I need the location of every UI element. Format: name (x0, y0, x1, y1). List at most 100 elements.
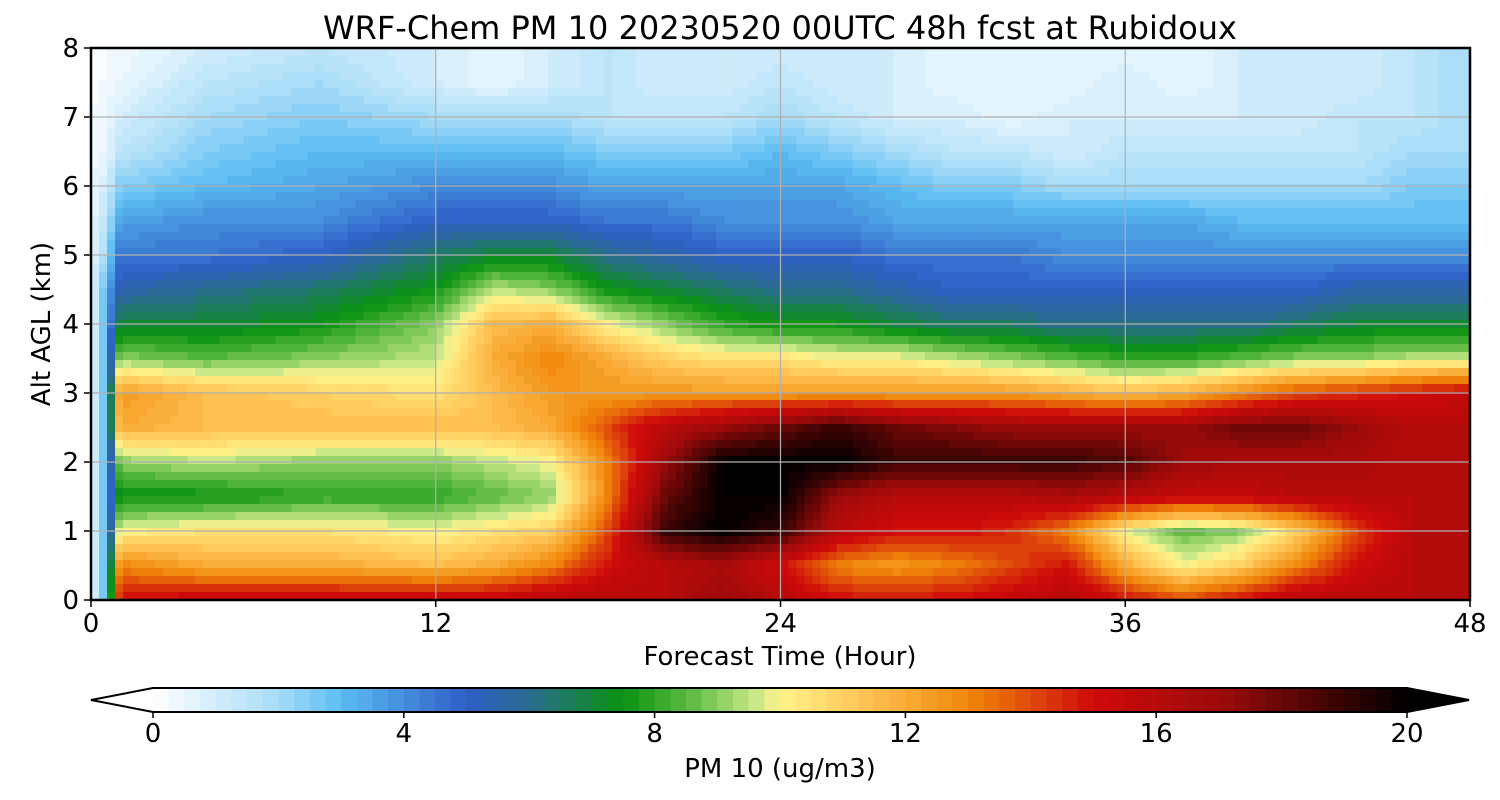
heatmap-cell (876, 48, 886, 57)
heatmap-cell (780, 88, 790, 97)
heatmap-cell (371, 152, 381, 161)
heatmap-cell (1421, 168, 1431, 177)
heatmap-cell (451, 208, 461, 217)
heatmap-cell (596, 200, 605, 209)
heatmap-cell (1004, 104, 1014, 113)
heatmap-cell (507, 168, 517, 177)
heatmap-cell (411, 232, 421, 241)
heatmap-cell (1221, 208, 1231, 217)
heatmap-cell (179, 224, 188, 233)
heatmap-cell (547, 136, 557, 145)
heatmap-cell (99, 192, 108, 201)
heatmap-cell (179, 144, 188, 153)
heatmap-cell (596, 224, 605, 233)
heatmap-cell (804, 144, 814, 153)
heatmap-cell (804, 224, 814, 233)
heatmap-cell (900, 208, 910, 217)
heatmap-cell (1381, 216, 1391, 225)
heatmap-cell (347, 64, 357, 73)
heatmap-cell (788, 144, 798, 153)
heatmap-cell (251, 88, 260, 97)
heatmap-cell (908, 216, 918, 225)
heatmap-cell (740, 128, 750, 137)
heatmap-cell (660, 208, 669, 217)
heatmap-cell (1004, 48, 1014, 57)
heatmap-cell (467, 48, 477, 57)
heatmap-cell (1157, 240, 1166, 249)
heatmap-cell (844, 136, 854, 145)
heatmap-cell (275, 152, 285, 161)
heatmap-cell (796, 216, 806, 225)
heatmap-cell (155, 72, 164, 81)
heatmap-cell (612, 256, 621, 265)
heatmap-cell (1004, 80, 1014, 89)
heatmap-cell (315, 176, 325, 185)
heatmap-cell (363, 160, 373, 169)
heatmap-cell (1357, 224, 1367, 233)
heatmap-cell (988, 128, 998, 137)
heatmap-cell (1413, 48, 1423, 57)
heatmap-cell (1437, 192, 1447, 201)
heatmap-cell (836, 64, 846, 73)
heatmap-cell (924, 152, 934, 161)
heatmap-cell (996, 264, 1006, 273)
heatmap-cell (556, 200, 565, 209)
heatmap-cell (1173, 80, 1182, 89)
heatmap-cell (187, 232, 196, 241)
heatmap-cell (1221, 256, 1231, 265)
heatmap-cell (1253, 232, 1263, 241)
heatmap-cell (1237, 96, 1247, 105)
heatmap-cell (836, 192, 846, 201)
heatmap-cell (1069, 240, 1078, 249)
heatmap-cell (1365, 184, 1375, 193)
heatmap-cell (259, 120, 268, 129)
heatmap-cell (339, 72, 349, 81)
heatmap-cell (1293, 88, 1303, 97)
heatmap-cell (876, 168, 886, 177)
heatmap-cell (435, 80, 445, 89)
heatmap-cell (539, 200, 549, 209)
heatmap-cell (1221, 128, 1231, 137)
heatmap-cell (1341, 272, 1351, 281)
heatmap-cell (1109, 176, 1118, 185)
heatmap-cell (780, 240, 790, 249)
heatmap-cell (908, 128, 918, 137)
heatmap-cell (179, 160, 188, 169)
heatmap-cell (964, 256, 974, 265)
heatmap-cell (1229, 144, 1239, 153)
heatmap-cell (1261, 56, 1271, 65)
heatmap-cell (1381, 104, 1391, 113)
heatmap-cell (499, 192, 509, 201)
heatmap-cell (924, 208, 934, 217)
heatmap-cell (1157, 80, 1166, 89)
heatmap-cell (1373, 200, 1383, 209)
heatmap-cell (868, 104, 878, 113)
heatmap-cell (507, 120, 517, 129)
heatmap-cell (1029, 128, 1038, 137)
heatmap-cell (884, 264, 894, 273)
heatmap-cell (1221, 144, 1231, 153)
heatmap-cell (1037, 224, 1046, 233)
heatmap-cell (924, 104, 934, 113)
heatmap-cell (756, 144, 766, 153)
heatmap-cell (1213, 208, 1223, 217)
heatmap-cell (908, 256, 918, 265)
heatmap-cell (868, 224, 878, 233)
heatmap-cell (1181, 200, 1190, 209)
heatmap-cell (1277, 248, 1287, 257)
heatmap-cell (235, 120, 244, 129)
heatmap-cell (275, 56, 285, 65)
heatmap-cell (1253, 240, 1263, 249)
heatmap-cell (307, 272, 317, 281)
heatmap-cell (620, 136, 629, 145)
heatmap-cell (564, 160, 573, 169)
heatmap-cell (1261, 88, 1271, 97)
heatmap-cell (1437, 160, 1447, 169)
heatmap-cell (828, 144, 838, 153)
heatmap-cell (1149, 56, 1158, 65)
heatmap-cell (612, 240, 621, 249)
heatmap-cell (1365, 240, 1375, 249)
heatmap-cell (628, 136, 637, 145)
heatmap-cell (812, 248, 822, 257)
heatmap-cell (1373, 48, 1383, 57)
